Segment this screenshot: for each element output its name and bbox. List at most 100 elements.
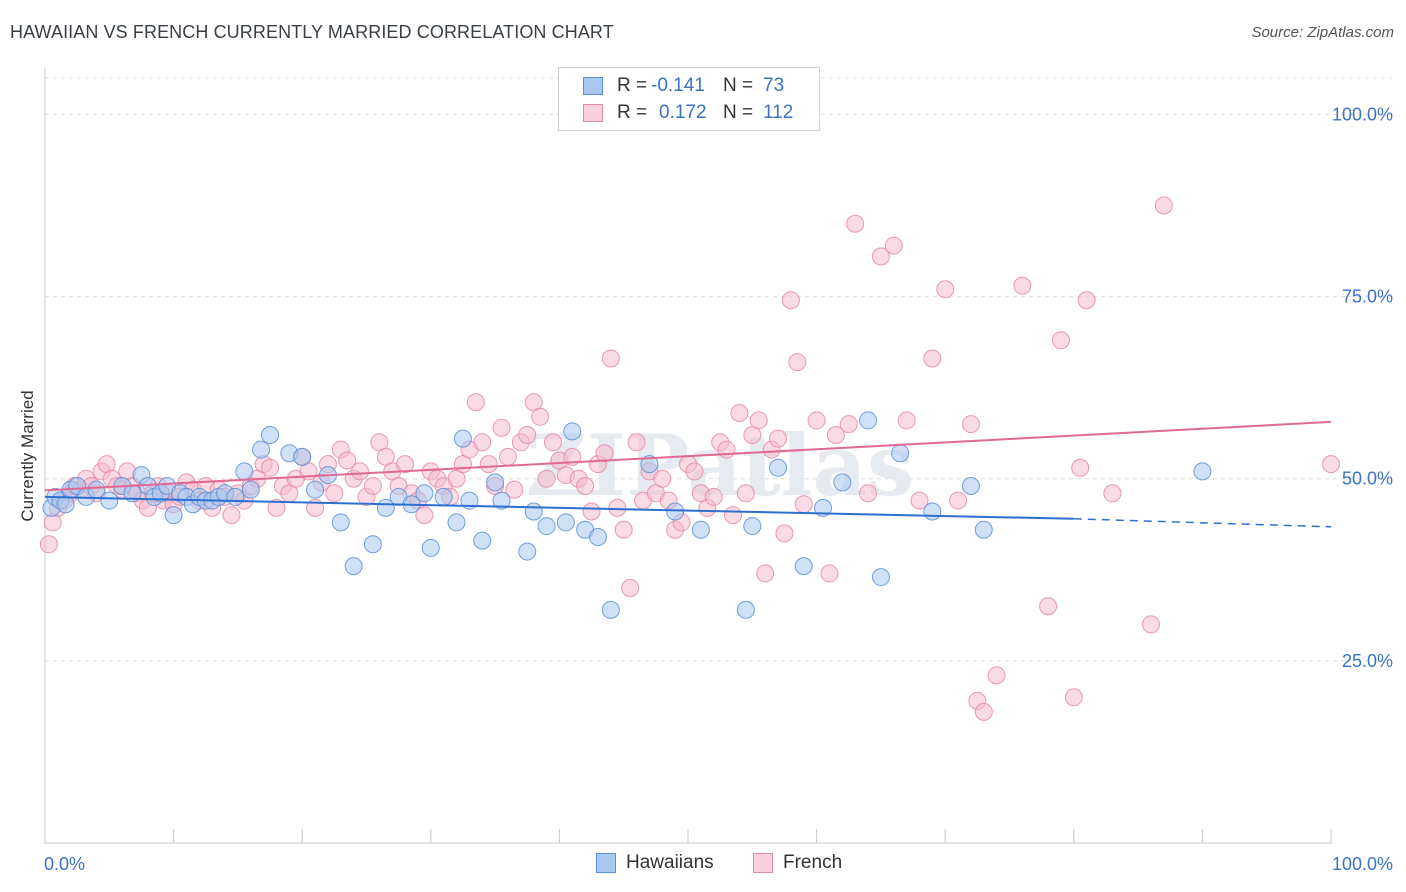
french-point bbox=[781, 291, 800, 310]
hawaiians-point bbox=[164, 506, 183, 525]
n-label: N = bbox=[723, 102, 754, 123]
legend-row-french: R = 0.172 N = 112 bbox=[583, 101, 793, 125]
r-value: -0.141 bbox=[651, 75, 705, 96]
french-point bbox=[396, 455, 415, 474]
french-point bbox=[859, 484, 878, 503]
hawaiians-point bbox=[588, 528, 607, 546]
hawaiians-point bbox=[434, 487, 453, 506]
french-point bbox=[479, 455, 498, 474]
french-swatch bbox=[583, 104, 603, 122]
x-tick-label: 0.0% bbox=[44, 854, 85, 874]
french-point bbox=[473, 433, 492, 452]
french-point bbox=[595, 444, 614, 463]
hawaiians-trendline bbox=[44, 495, 1074, 520]
hawaiians-point bbox=[871, 568, 890, 587]
french-point bbox=[518, 426, 537, 444]
french-legend-label: French bbox=[783, 852, 843, 873]
french-point bbox=[492, 418, 511, 437]
hawaiians-legend-swatch bbox=[596, 853, 616, 873]
n-value: 73 bbox=[763, 75, 785, 96]
french-point bbox=[820, 564, 839, 583]
source-label: Source: ZipAtlas.com bbox=[1251, 24, 1394, 41]
french-point bbox=[794, 495, 813, 514]
hawaiians-point bbox=[252, 440, 271, 459]
french-point bbox=[724, 506, 743, 525]
french-point bbox=[1154, 196, 1173, 215]
french-point bbox=[846, 214, 865, 233]
y-tick-label: 100.0% bbox=[1332, 104, 1393, 124]
french-point bbox=[749, 411, 768, 430]
french-trendline bbox=[44, 420, 1332, 492]
y-tick-label: 50.0% bbox=[1342, 469, 1393, 489]
r-label: R = bbox=[617, 102, 648, 123]
french-point bbox=[923, 349, 942, 368]
r-label: R = bbox=[617, 75, 648, 96]
hawaiians-point bbox=[640, 455, 659, 474]
french-point bbox=[1141, 615, 1160, 634]
hawaiians-point bbox=[691, 520, 710, 539]
correlation-legend: R = -0.141 N = 73 R = 0.172 N = 112 bbox=[558, 67, 820, 131]
french-point bbox=[1013, 276, 1032, 295]
hawaiians-point bbox=[235, 462, 254, 481]
french-point bbox=[1322, 455, 1340, 474]
hawaiians-point bbox=[794, 557, 813, 576]
french-point bbox=[910, 491, 929, 510]
hawaiians-point bbox=[344, 557, 363, 576]
hawaiians-point bbox=[524, 502, 543, 521]
hawaiians-point bbox=[363, 535, 382, 554]
hawaiians-point bbox=[518, 542, 537, 561]
hawaiians-trendline-extension bbox=[1073, 518, 1332, 528]
hawaiians-point bbox=[833, 473, 852, 492]
french-point bbox=[1077, 291, 1096, 310]
hawaiians-point bbox=[814, 498, 833, 517]
french-point bbox=[1039, 597, 1058, 616]
french-point bbox=[531, 407, 550, 426]
french-point bbox=[498, 447, 517, 466]
french-point bbox=[614, 520, 633, 539]
french-point bbox=[897, 411, 916, 430]
hawaiians-point bbox=[453, 429, 472, 448]
hawaiians-legend-label: Hawaiians bbox=[626, 852, 714, 873]
french-point bbox=[466, 393, 485, 412]
y-tick-label: 25.0% bbox=[1342, 651, 1393, 671]
french-point bbox=[537, 469, 556, 488]
french-point bbox=[769, 429, 788, 448]
hawaiians-point bbox=[666, 502, 685, 521]
french-point bbox=[222, 506, 241, 525]
french-point bbox=[987, 666, 1006, 685]
hawaiians-point bbox=[769, 458, 788, 477]
french-point bbox=[717, 440, 736, 459]
r-value: 0.172 bbox=[659, 102, 707, 123]
french-point bbox=[1064, 688, 1083, 707]
french-point bbox=[775, 524, 794, 543]
french-point bbox=[736, 484, 755, 503]
french-point bbox=[627, 433, 646, 452]
french-point bbox=[601, 349, 620, 368]
french-point bbox=[1103, 484, 1122, 503]
y-axis-label: Currently Married bbox=[18, 390, 37, 522]
bottom-legend-hawaiians: Hawaiians bbox=[596, 852, 714, 874]
x-tick-label: 100.0% bbox=[1332, 854, 1393, 874]
french-point bbox=[826, 426, 845, 444]
french-point bbox=[261, 458, 280, 477]
hawaiians-point bbox=[1193, 462, 1212, 481]
hawaiians-point bbox=[859, 411, 878, 430]
french-point bbox=[807, 411, 826, 430]
french-point bbox=[608, 498, 627, 517]
french-point bbox=[363, 477, 382, 495]
french-point bbox=[1051, 331, 1070, 350]
hawaiians-point bbox=[891, 444, 910, 463]
hawaiians-point bbox=[556, 513, 575, 532]
french-point bbox=[871, 247, 890, 266]
french-point bbox=[415, 506, 434, 525]
french-legend-swatch bbox=[753, 853, 773, 873]
french-point bbox=[653, 469, 672, 488]
french-point bbox=[338, 451, 357, 470]
n-value: 112 bbox=[763, 102, 794, 123]
french-point bbox=[505, 480, 524, 499]
french-point bbox=[325, 484, 344, 503]
hawaiians-point bbox=[226, 487, 245, 506]
french-point bbox=[974, 702, 993, 721]
hawaiians-point bbox=[261, 426, 280, 444]
